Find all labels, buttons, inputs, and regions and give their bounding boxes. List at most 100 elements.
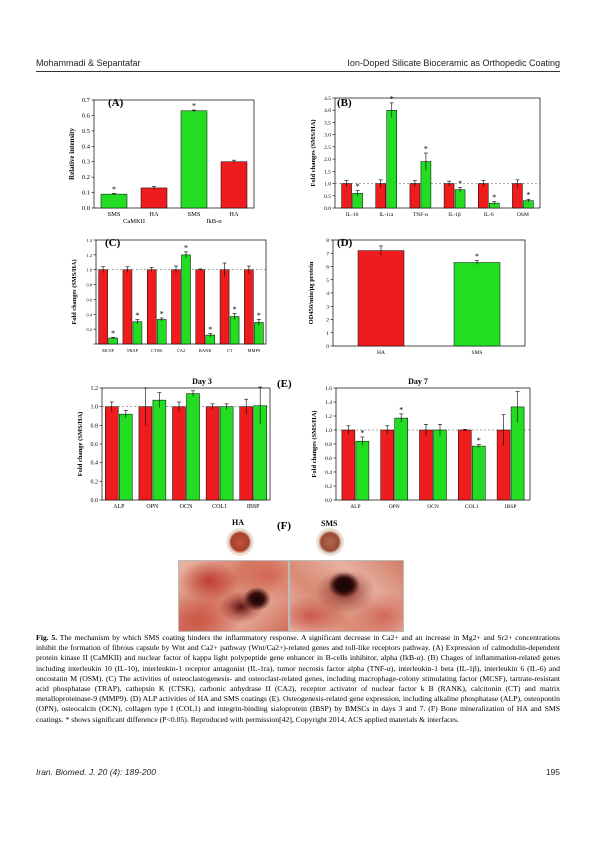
x-tick-label: TNF-α (413, 212, 428, 218)
bar (195, 269, 206, 345)
header-authors: Mohammadi & Sepantafar (36, 58, 141, 68)
y-tick-label: 0.8 (325, 442, 332, 448)
x-tick-label: SMS (107, 211, 120, 218)
y-tick-label: 0.2 (91, 479, 99, 485)
panel-f-ha-label: HA (232, 518, 244, 527)
bar (205, 406, 220, 501)
panel-e-day3-title: Day 3 (192, 377, 212, 386)
bar (394, 417, 408, 501)
y-tick-label: 0.0 (91, 498, 99, 504)
y-tick-label: 0.6 (91, 442, 99, 448)
bar (453, 262, 501, 347)
bar (244, 269, 254, 345)
bar (100, 193, 128, 209)
x-tick-label: HA (377, 350, 385, 356)
panel-f-sms-label: SMS (321, 519, 338, 528)
significance-marker: * (233, 305, 237, 314)
x-tick-label: MMP9 (247, 348, 261, 353)
bar (181, 254, 191, 345)
bar (146, 269, 157, 345)
panel-d-label: (D) (337, 237, 353, 249)
x-tick-label: IBSP (247, 504, 260, 510)
x-tick-label: OCN (427, 504, 439, 510)
footer-page-number: 195 (545, 767, 560, 777)
y-tick-label: 0.0 (82, 205, 90, 212)
y-tick-label: 0.8 (91, 423, 99, 429)
panel-e-label: (E) (277, 378, 292, 390)
bar (122, 269, 133, 345)
x-tick-label: OSM (517, 212, 529, 218)
bar (341, 429, 356, 501)
figure-caption: Fig. 5. The mechanism by which SMS coati… (36, 633, 560, 725)
ha-dish-image (226, 528, 254, 556)
bar (375, 183, 386, 209)
y-axis-label: Fold changes (SMS/HA) (311, 410, 318, 477)
sms-micrograph-image (289, 560, 404, 632)
panel-b-label: (B) (337, 97, 352, 109)
y-tick-label: 1.4 (86, 238, 92, 243)
bar (186, 393, 200, 501)
bar (219, 406, 234, 501)
y-tick-label: 0.4 (91, 461, 99, 467)
bar (119, 413, 133, 501)
x-tick-label: OPN (389, 504, 400, 510)
bar (254, 322, 264, 345)
significance-marker: * (477, 436, 481, 445)
plot-frame (334, 97, 541, 209)
bar (105, 406, 119, 501)
y-tick-label: 1.6 (325, 386, 332, 392)
y-tick-label: 3.5 (324, 120, 331, 126)
running-header: Mohammadi & Sepantafar Ion-Doped Silicat… (36, 58, 560, 72)
y-axis-label: Fold changes (SMS/HA) (310, 119, 317, 186)
y-tick-label: 0.0 (324, 206, 331, 212)
significance-marker: * (360, 429, 364, 438)
y-tick-label: 6 (326, 265, 329, 271)
bar (239, 406, 253, 501)
x-tick-label: OCN (180, 504, 193, 510)
caption-fig-number: Fig. 5. (36, 633, 58, 642)
plot-frame (95, 239, 267, 345)
x-group-label: CaMKII (123, 218, 145, 225)
y-axis-label: Relative intensity (68, 128, 76, 180)
header-title: Ion-Doped Silicate Bioceramic as Orthope… (347, 58, 560, 68)
y-tick-label: 4.5 (324, 96, 331, 102)
y-tick-label: 7 (326, 251, 329, 257)
y-tick-label: 0.1 (82, 190, 90, 197)
y-tick-label: 8 (326, 238, 329, 244)
bar (132, 321, 143, 345)
significance-marker: * (184, 243, 188, 252)
x-tick-label: IL-6 (484, 212, 494, 218)
y-tick-label: 0.2 (82, 174, 90, 181)
y-tick-label: 0.4 (86, 312, 92, 317)
chart-panel-a: (A) 0.0 0.1 0.2 0.3 0.4 0.5 0.6 0.7 Relative int… (68, 97, 255, 225)
y-tick-label: 0.3 (82, 159, 90, 166)
x-tick-label: CA2 (177, 348, 186, 353)
panel-e-day7-title: Day 7 (408, 377, 428, 386)
bar (386, 109, 397, 209)
y-tick-label: 2 (326, 318, 329, 324)
chart-panel-c: (C) 0.2 0.4 0.6 0.8 1.0 1.2 1.4 Fold changes (S… (71, 237, 267, 353)
bar (108, 337, 118, 345)
y-tick-label: 5 (326, 278, 329, 284)
bar (355, 440, 370, 501)
chart-panel-e-day7: Day 7 0.0 0.2 0.4 0.6 0.8 1.0 1.2 1.4 1.6 Fold ch… (311, 377, 531, 510)
y-tick-label: 1.5 (324, 169, 331, 175)
y-axis-label: Fold changes (SMS/HA) (71, 259, 78, 324)
x-tick-label: IL-10 (346, 212, 359, 218)
y-tick-label: 1.0 (324, 182, 331, 188)
y-tick-label: 0.0 (325, 498, 332, 504)
y-tick-label: 0.6 (325, 456, 332, 462)
ha-micrograph-image (178, 560, 289, 632)
y-tick-label: 3 (326, 304, 329, 310)
bar (443, 183, 455, 209)
significance-marker: * (111, 329, 115, 338)
y-tick-label: 1.0 (91, 405, 99, 411)
significance-marker: * (458, 179, 462, 188)
y-tick-label: 2.5 (324, 145, 331, 151)
bar (512, 183, 523, 209)
bar (171, 269, 181, 345)
y-tick-label: 0.7 (82, 97, 91, 104)
bar (180, 110, 208, 209)
bar (172, 406, 186, 501)
bar (140, 187, 168, 209)
